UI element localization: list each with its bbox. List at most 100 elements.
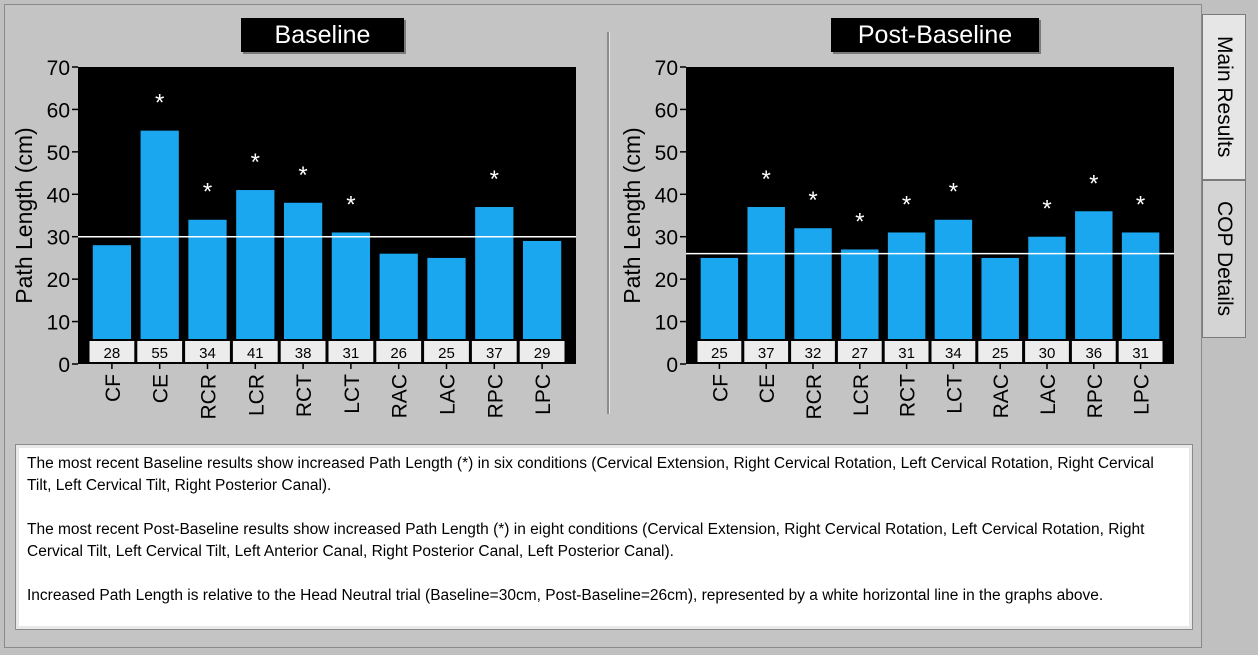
baseline-y-tick-label: 70	[47, 57, 70, 80]
baseline-y-tick-label: 10	[47, 312, 70, 335]
baseline-bar-lcr	[236, 190, 275, 339]
post-baseline-value-box	[1071, 341, 1116, 362]
baseline-bar-lac	[427, 257, 466, 339]
baseline-y-tick-label: 60	[47, 99, 70, 122]
post-baseline-note: The most recent Post-Baseline results sh…	[27, 521, 1145, 560]
baseline-category-label-ce: CE	[150, 374, 173, 403]
post-baseline-category-label-rcr: RCR	[803, 374, 826, 420]
baseline-y-tick-label: 20	[47, 269, 70, 292]
baseline-value-label-lct: 31	[343, 345, 360, 362]
post-baseline-category-label-lcr: LCR	[850, 374, 873, 416]
baseline-note: The most recent Baseline results show in…	[27, 455, 1154, 494]
results-notes: The most recent Baseline results show in…	[15, 444, 1193, 630]
baseline-category-label-lcr: LCR	[245, 374, 268, 416]
baseline-value-label-rct: 38	[295, 345, 312, 362]
post-baseline-value-box	[978, 341, 1023, 362]
post-baseline-flag-ce: *	[762, 166, 771, 193]
baseline-value-label-rcr: 34	[199, 345, 216, 362]
baseline-bar-cf	[92, 245, 132, 339]
post-baseline-value-label-rct: 31	[898, 345, 915, 362]
post-baseline-flag-rcr: *	[808, 187, 817, 214]
post-baseline-category-label-cf: CF	[709, 374, 732, 402]
post-baseline-bar-lct	[934, 219, 973, 339]
baseline-bar-lct	[331, 232, 371, 339]
baseline-y-tick-label: 30	[47, 227, 70, 250]
baseline-value-label-ce: 55	[151, 345, 168, 362]
baseline-y-tick-label: 50	[47, 142, 70, 165]
baseline-category-label-rpc: RPC	[484, 374, 507, 418]
post-baseline-value-box	[791, 341, 835, 362]
post-baseline-category-label-ce: CE	[756, 374, 779, 403]
baseline-bar-rct	[283, 202, 323, 339]
baseline-value-label-lpc: 29	[534, 345, 551, 362]
baseline-y-axis-label: Path Length (cm)	[11, 127, 37, 303]
baseline-value-label-rac: 26	[390, 345, 407, 362]
baseline-flag-lct: *	[346, 191, 355, 218]
post-baseline-value-label-ce: 37	[758, 345, 775, 362]
post-baseline-bar-rpc	[1075, 211, 1113, 339]
post-baseline-value-box	[884, 341, 929, 362]
baseline-value-label-lcr: 41	[247, 345, 264, 362]
tab-main-results[interactable]: Main Results	[1202, 14, 1246, 180]
baseline-value-box	[137, 341, 183, 362]
post-baseline-value-box	[1118, 341, 1163, 362]
post-baseline-value-box	[1025, 341, 1069, 362]
post-baseline-y-tick-label: 40	[655, 184, 678, 207]
baseline-category-label-rcr: RCR	[198, 374, 221, 420]
chart-divider	[607, 32, 610, 414]
baseline-chart: 0 10 20 30 40 50 60 70 Path Length (cm) 28 CF * 55 CE…	[11, 57, 576, 420]
post-baseline-flag-lct: *	[949, 179, 958, 206]
post-baseline-y-tick-label: 10	[655, 312, 678, 335]
post-baseline-flag-lcr: *	[855, 208, 864, 235]
post-baseline-flag-rpc: *	[1089, 170, 1098, 197]
baseline-y-tick-label: 40	[47, 184, 70, 207]
post-baseline-value-label-rcr: 32	[805, 345, 822, 362]
post-baseline-flag-lpc: *	[1136, 191, 1145, 218]
post-baseline-category-label-lct: LCT	[943, 374, 966, 414]
baseline-chart-title: Baseline	[241, 18, 404, 52]
baseline-value-box	[232, 341, 278, 362]
reference-note: Increased Path Length is relative to the…	[27, 587, 1104, 604]
post-baseline-bar-rcr	[794, 228, 832, 339]
baseline-flag-rpc: *	[490, 166, 499, 193]
baseline-flag-lcr: *	[251, 149, 260, 176]
post-baseline-value-label-rac: 25	[992, 345, 1009, 362]
post-baseline-y-tick-label: 30	[655, 227, 678, 250]
baseline-value-box	[185, 341, 230, 362]
post-baseline-flag-lac: *	[1042, 196, 1051, 223]
baseline-value-label-rpc: 37	[486, 345, 503, 362]
post-baseline-category-label-lac: LAC	[1037, 374, 1060, 415]
post-baseline-value-box	[837, 341, 882, 362]
baseline-category-label-lac: LAC	[437, 374, 460, 415]
baseline-value-box	[328, 341, 374, 362]
baseline-value-box	[471, 341, 517, 362]
post-baseline-value-box	[744, 341, 789, 362]
post-baseline-category-label-rpc: RPC	[1084, 374, 1107, 418]
baseline-bar-rcr	[188, 219, 227, 339]
baseline-value-box	[280, 341, 326, 362]
tab-cop-details[interactable]: COP Details	[1202, 180, 1246, 338]
post-baseline-value-label-rpc: 36	[1085, 345, 1102, 362]
post-baseline-category-label-rct: RCT	[897, 374, 920, 417]
post-baseline-y-tick-label: 60	[655, 99, 678, 122]
baseline-category-label-cf: CF	[102, 374, 125, 402]
post-baseline-flag-rct: *	[902, 191, 911, 218]
baseline-value-label-cf: 28	[104, 345, 121, 362]
baseline-flag-rcr: *	[203, 179, 212, 206]
post-baseline-y-tick-label: 0	[666, 354, 678, 377]
post-baseline-value-label-cf: 25	[711, 345, 728, 362]
baseline-value-box	[424, 341, 469, 362]
post-baseline-y-tick-label: 20	[655, 269, 678, 292]
baseline-flag-ce: *	[155, 90, 164, 117]
post-baseline-bar-rac	[981, 257, 1019, 339]
baseline-value-label-lac: 25	[438, 345, 455, 362]
post-baseline-bar-ce	[747, 207, 785, 339]
post-baseline-category-label-rac: RAC	[990, 374, 1013, 418]
baseline-value-box	[519, 341, 565, 362]
baseline-category-label-lct: LCT	[341, 374, 364, 414]
baseline-bar-rpc	[475, 207, 514, 339]
baseline-bar-lpc	[522, 240, 562, 339]
post-baseline-value-box	[931, 341, 976, 362]
post-baseline-y-axis-label: Path Length (cm)	[619, 127, 645, 303]
post-baseline-y-tick-label: 50	[655, 142, 678, 165]
